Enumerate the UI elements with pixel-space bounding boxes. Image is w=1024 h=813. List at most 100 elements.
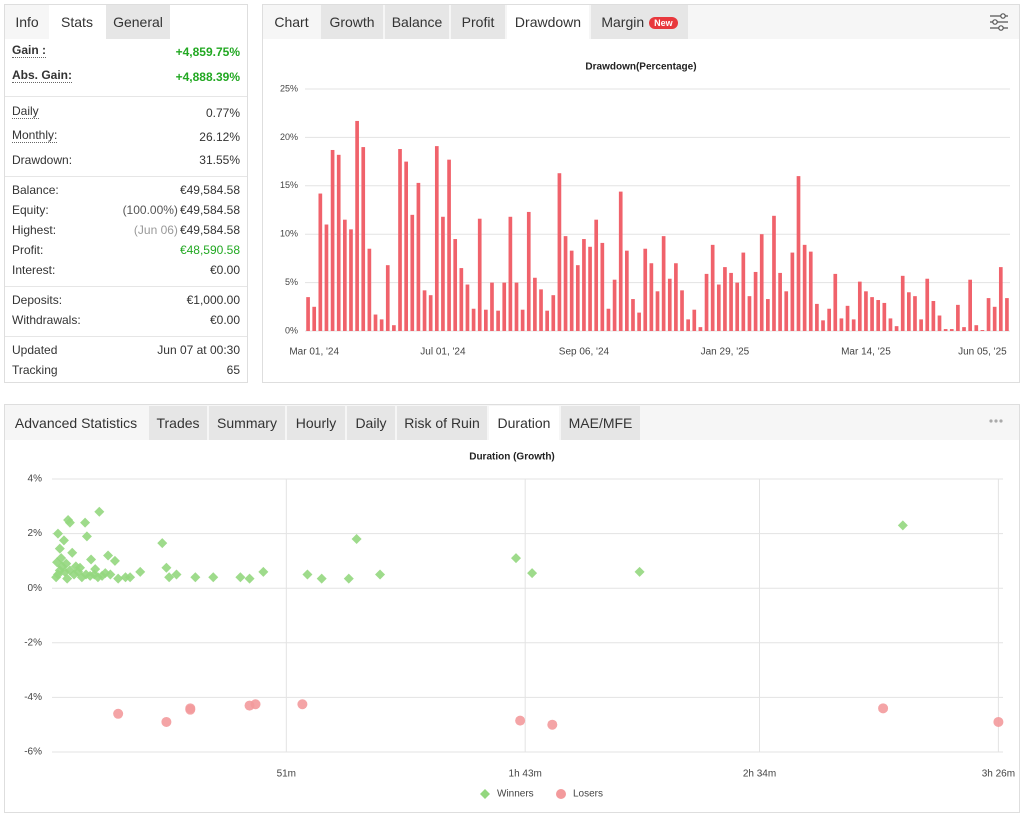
point <box>103 550 114 561</box>
tab[interactable]: Stats <box>49 5 105 39</box>
bar <box>698 327 703 331</box>
stat-note: (Jun 06) <box>133 223 178 237</box>
stat-value-text: €0.00 <box>209 313 240 327</box>
point <box>161 562 172 573</box>
bar <box>821 320 825 331</box>
tab-label: Advanced Statistics <box>14 415 138 431</box>
bar <box>686 319 690 331</box>
bar <box>827 308 831 331</box>
x-tick-label: Mar 01, '24 <box>289 347 339 358</box>
bar <box>465 284 470 331</box>
tab[interactable]: Trades <box>149 406 207 440</box>
point <box>64 517 75 528</box>
stat-label: Highest: <box>12 223 57 237</box>
point <box>109 555 120 566</box>
y-tick-label: 0% <box>285 325 298 335</box>
tab-label: Chart <box>274 14 309 30</box>
chart-title: Duration (Growth) <box>469 452 555 463</box>
stat-label: Interest: <box>12 263 56 277</box>
point <box>157 538 168 549</box>
bar <box>851 319 856 331</box>
tab[interactable]: Hourly <box>287 406 345 440</box>
stats-panel <box>4 4 248 383</box>
stat-value-text: 26.12% <box>199 130 240 144</box>
bar <box>336 154 341 331</box>
tab[interactable]: Margin New <box>591 5 688 39</box>
bar <box>631 299 635 331</box>
bar <box>410 214 415 331</box>
tab[interactable]: Profit <box>451 5 505 39</box>
stat-value: +4,888.39% <box>176 69 240 85</box>
bar <box>477 218 482 331</box>
tab[interactable]: General <box>106 5 170 39</box>
bar <box>956 304 960 331</box>
point <box>80 517 91 528</box>
bar <box>907 292 911 331</box>
tab[interactable]: MAE/MFE <box>561 406 640 440</box>
point <box>56 553 67 564</box>
tab[interactable]: Growth <box>321 5 383 39</box>
point <box>993 716 1004 727</box>
legend-marker <box>556 789 566 799</box>
more-icon[interactable] <box>989 419 1003 423</box>
bar <box>986 298 991 331</box>
stat-value: €0.00 <box>210 312 240 328</box>
stat-value-text: +4,859.75% <box>175 45 240 59</box>
bar <box>876 300 881 331</box>
stat-value-text: €48,590.58 <box>179 243 240 257</box>
bar <box>919 319 923 331</box>
bar <box>784 291 789 331</box>
bar <box>588 246 592 331</box>
tab[interactable]: Info <box>5 5 49 39</box>
tab[interactable]: Daily <box>347 406 395 440</box>
stat-value-text: €49,584.58 <box>179 223 240 237</box>
y-tick-label: -6% <box>24 747 42 758</box>
tab[interactable]: Risk of Ruin <box>397 406 487 440</box>
divider <box>5 176 247 177</box>
tab[interactable]: Summary <box>209 406 285 440</box>
stat-row: Monthly: 26.12% <box>12 129 240 145</box>
bar <box>575 265 580 331</box>
tab[interactable]: Chart <box>263 5 320 39</box>
legend-label: Losers <box>573 789 603 800</box>
bar <box>533 277 537 331</box>
bar <box>490 282 494 331</box>
bar <box>600 242 605 331</box>
y-tick-label: 20% <box>280 132 298 142</box>
point <box>171 569 182 580</box>
tab[interactable]: Duration <box>489 406 559 440</box>
y-tick-label: 0% <box>28 583 43 594</box>
point <box>208 572 219 583</box>
x-tick-label: Jul 01, '24 <box>420 347 466 358</box>
bar <box>508 216 513 331</box>
bar <box>594 219 599 331</box>
stat-row: Highest: (Jun 06) €49,584.58 <box>12 222 240 238</box>
bar <box>392 325 396 331</box>
bar <box>735 282 740 331</box>
stat-value-text: €49,584.58 <box>179 203 240 217</box>
stat-value: 26.12% <box>199 129 240 145</box>
bar <box>447 159 451 331</box>
tab[interactable]: Drawdown <box>507 5 589 39</box>
bar <box>520 309 525 331</box>
settings-icon[interactable] <box>990 13 1008 31</box>
stat-label: Deposits: <box>12 293 63 307</box>
bar <box>330 149 335 331</box>
bar <box>931 300 936 331</box>
stat-row: Equity: (100.00%) €49,584.58 <box>12 202 240 218</box>
legend-label: Winners <box>497 789 534 800</box>
stat-value-text: €1,000.00 <box>186 293 240 307</box>
tab[interactable]: Balance <box>385 5 449 39</box>
bar <box>998 267 1003 331</box>
point <box>343 573 354 584</box>
bar <box>618 191 623 331</box>
tab-label: Stats <box>61 14 93 30</box>
tab-label: Daily <box>355 415 387 431</box>
tab[interactable]: Advanced Statistics <box>5 406 147 440</box>
bar <box>778 272 782 331</box>
point <box>61 558 72 569</box>
bar <box>741 252 746 331</box>
bar <box>551 295 556 331</box>
stat-value: €49,584.58 <box>180 182 240 198</box>
tab-label: Drawdown <box>514 14 582 30</box>
